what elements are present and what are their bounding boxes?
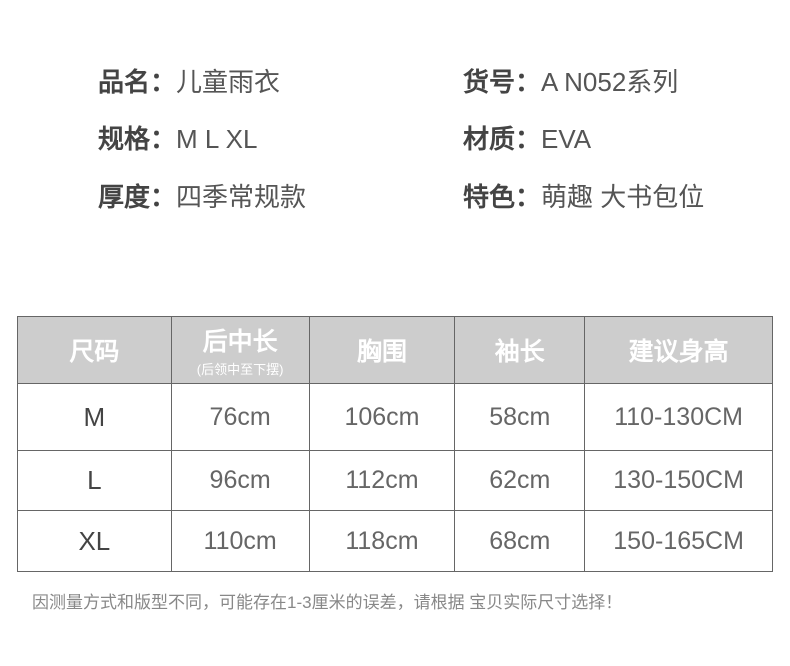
cell-sleeve: 62cm — [454, 450, 586, 511]
header-chest: 胸围 — [308, 316, 456, 384]
table-row: XL 110cm 118cm 68cm 150-165CM — [17, 510, 773, 572]
table-header-row: 尺码 后中长 (后领中至下摆) 胸围 袖长 建议身高 — [17, 316, 773, 384]
cell-back-length: 96cm — [170, 450, 310, 511]
cell-height: 150-165CM — [584, 510, 773, 572]
spec-feature: 特色：萌趣 大书包位 — [463, 182, 705, 212]
spec-sizes: 规格：M L XL — [98, 124, 258, 154]
cell-size: L — [17, 450, 172, 511]
size-table: 尺码 后中长 (后领中至下摆) 胸围 袖长 建议身高 M 76cm 106cm 5… — [17, 316, 773, 572]
cell-chest: 118cm — [308, 510, 456, 572]
spec-item-number: 货号：A N052系列 — [463, 67, 679, 97]
header-height: 建议身高 — [584, 316, 773, 384]
table-row: L 96cm 112cm 62cm 130-150CM — [17, 450, 773, 511]
cell-size: M — [17, 383, 172, 451]
spec-thickness: 厚度：四季常规款 — [98, 182, 307, 212]
header-back-length: 后中长 (后领中至下摆) — [170, 316, 310, 384]
spec-product-name: 品名：儿童雨衣 — [98, 67, 281, 97]
cell-chest: 112cm — [308, 450, 456, 511]
cell-back-length: 76cm — [170, 383, 310, 451]
cell-height: 130-150CM — [584, 450, 773, 511]
cell-size: XL — [17, 510, 172, 572]
table-row: M 76cm 106cm 58cm 110-130CM — [17, 383, 773, 451]
header-sleeve: 袖长 — [454, 316, 586, 384]
cell-back-length: 110cm — [170, 510, 310, 572]
cell-sleeve: 58cm — [454, 383, 586, 451]
header-size: 尺码 — [17, 316, 172, 384]
spec-material: 材质：EVA — [463, 124, 592, 154]
measurement-note: 因测量方式和版型不同，可能存在1-3厘米的误差，请根据 宝贝实际尺寸选择！ — [32, 593, 623, 612]
cell-height: 110-130CM — [584, 383, 773, 451]
cell-sleeve: 68cm — [454, 510, 586, 572]
cell-chest: 106cm — [308, 383, 456, 451]
